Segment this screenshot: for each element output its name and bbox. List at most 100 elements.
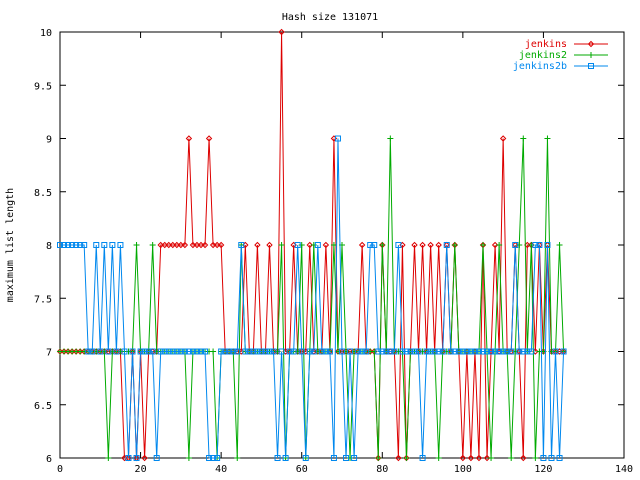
jenkins-point <box>254 241 261 249</box>
jenkins2b-point <box>419 455 426 461</box>
jenkins2b-point <box>294 242 301 248</box>
jenkins2b-point <box>226 348 233 355</box>
jenkins2b-point <box>121 348 128 355</box>
jenkins2b-point <box>383 348 390 355</box>
jenkins2b-point <box>427 348 434 355</box>
y-tick-label: 9 <box>46 135 52 146</box>
jenkins2b-point <box>455 348 462 355</box>
legend-label-jenkins: jenkins <box>525 39 567 50</box>
jenkins-point <box>217 241 225 249</box>
jenkins2b-point <box>552 348 559 355</box>
jenkins2b-point <box>141 348 148 355</box>
jenkins-point <box>322 241 330 249</box>
jenkins2b-point <box>181 348 188 355</box>
jenkins2b-point <box>193 348 200 355</box>
jenkins2b-point <box>512 242 519 248</box>
jenkins2b-point <box>89 348 96 355</box>
jenkins2b-point <box>57 242 63 248</box>
jenkins-point <box>395 454 402 462</box>
jenkins2b-point <box>185 348 192 355</box>
x-tick-label: 80 <box>376 464 388 475</box>
jenkins2b-point <box>117 242 124 248</box>
jenkins-point <box>266 241 273 249</box>
jenkins2b-point <box>262 348 269 355</box>
jenkins2b-point <box>73 242 80 248</box>
jenkins2-point <box>520 135 527 142</box>
jenkins2b-point <box>367 242 374 248</box>
jenkins2b-point <box>351 455 358 461</box>
x-tick-label: 140 <box>615 464 633 475</box>
jenkins2b-point <box>524 348 531 355</box>
jenkins2b-point <box>467 348 474 355</box>
jenkins2b-point <box>439 348 446 355</box>
jenkins2b-point <box>234 348 241 355</box>
jenkins2b-point <box>250 348 257 355</box>
jenkins2-point <box>532 455 539 461</box>
jenkins2-point <box>544 135 551 142</box>
jenkins2b-point <box>61 242 68 248</box>
jenkins2b-point <box>516 348 523 355</box>
jenkins2b-point <box>270 348 277 355</box>
jenkins2b-point <box>431 348 438 355</box>
jenkins2-point <box>105 455 112 461</box>
jenkins2-point <box>149 242 156 248</box>
legend-marker-jenkins <box>587 40 595 48</box>
jenkins2b-point <box>125 455 132 461</box>
jenkins2b-point <box>177 348 184 355</box>
jenkins-point <box>467 454 475 462</box>
jenkins2b-point <box>105 348 112 355</box>
jenkins2b-point <box>149 348 156 355</box>
jenkins2b-point <box>435 348 442 355</box>
series-jenkins2 <box>57 135 567 461</box>
x-tick-label: 100 <box>454 464 472 475</box>
jenkins-point <box>419 241 426 249</box>
jenkins2b-point <box>528 348 535 355</box>
jenkins2b-point <box>496 348 503 355</box>
y-tick-label: 8.5 <box>34 188 52 199</box>
jenkins2-point <box>379 242 386 248</box>
legend-marker-jenkins2 <box>588 52 594 58</box>
jenkins2-point <box>480 242 486 248</box>
jenkins-point <box>201 241 209 249</box>
jenkins2b-point <box>85 348 92 355</box>
jenkins2b-point <box>423 348 430 355</box>
legend-label-jenkins2b: jenkins2b <box>513 61 567 72</box>
jenkins-point <box>278 28 285 36</box>
jenkins2b-point <box>161 348 168 355</box>
jenkins-point <box>499 135 507 142</box>
jenkins2b-point <box>258 348 265 355</box>
jenkins2b-point <box>97 348 104 355</box>
jenkins2b-point <box>508 348 515 355</box>
jenkins-point <box>427 241 434 249</box>
y-tick-label: 9.5 <box>34 81 52 92</box>
jenkins2-point <box>451 242 458 248</box>
jenkins2b-point <box>286 348 293 355</box>
jenkins2b-point <box>198 348 204 355</box>
jenkins-point <box>205 135 213 142</box>
x-tick-label: 40 <box>215 464 227 475</box>
jenkins2b-point <box>556 455 563 461</box>
jenkins2b-point <box>411 348 418 355</box>
jenkins2b-point <box>480 348 486 355</box>
jenkins-point <box>181 241 189 249</box>
jenkins2b-point <box>93 242 100 248</box>
jenkins2b-point <box>532 242 539 248</box>
jenkins2b-point <box>165 348 172 355</box>
y-tick-label: 10 <box>40 28 52 39</box>
jenkins2-point <box>375 455 382 461</box>
jenkins2-point <box>330 242 337 248</box>
jenkins2b-point <box>306 348 313 355</box>
jenkins-point <box>483 454 491 462</box>
legend-label-jenkins2: jenkins2 <box>519 50 567 61</box>
jenkins2b-point <box>173 348 180 355</box>
jenkins2b-point <box>65 242 72 248</box>
jenkins2b-point <box>153 455 160 461</box>
x-tick-label: 0 <box>57 464 63 475</box>
jenkins2b-point <box>339 348 345 355</box>
jenkins2b-point <box>282 455 289 461</box>
jenkins2b-point <box>318 348 325 355</box>
jenkins2b-point <box>355 348 362 355</box>
jenkins2b-point <box>202 348 209 355</box>
